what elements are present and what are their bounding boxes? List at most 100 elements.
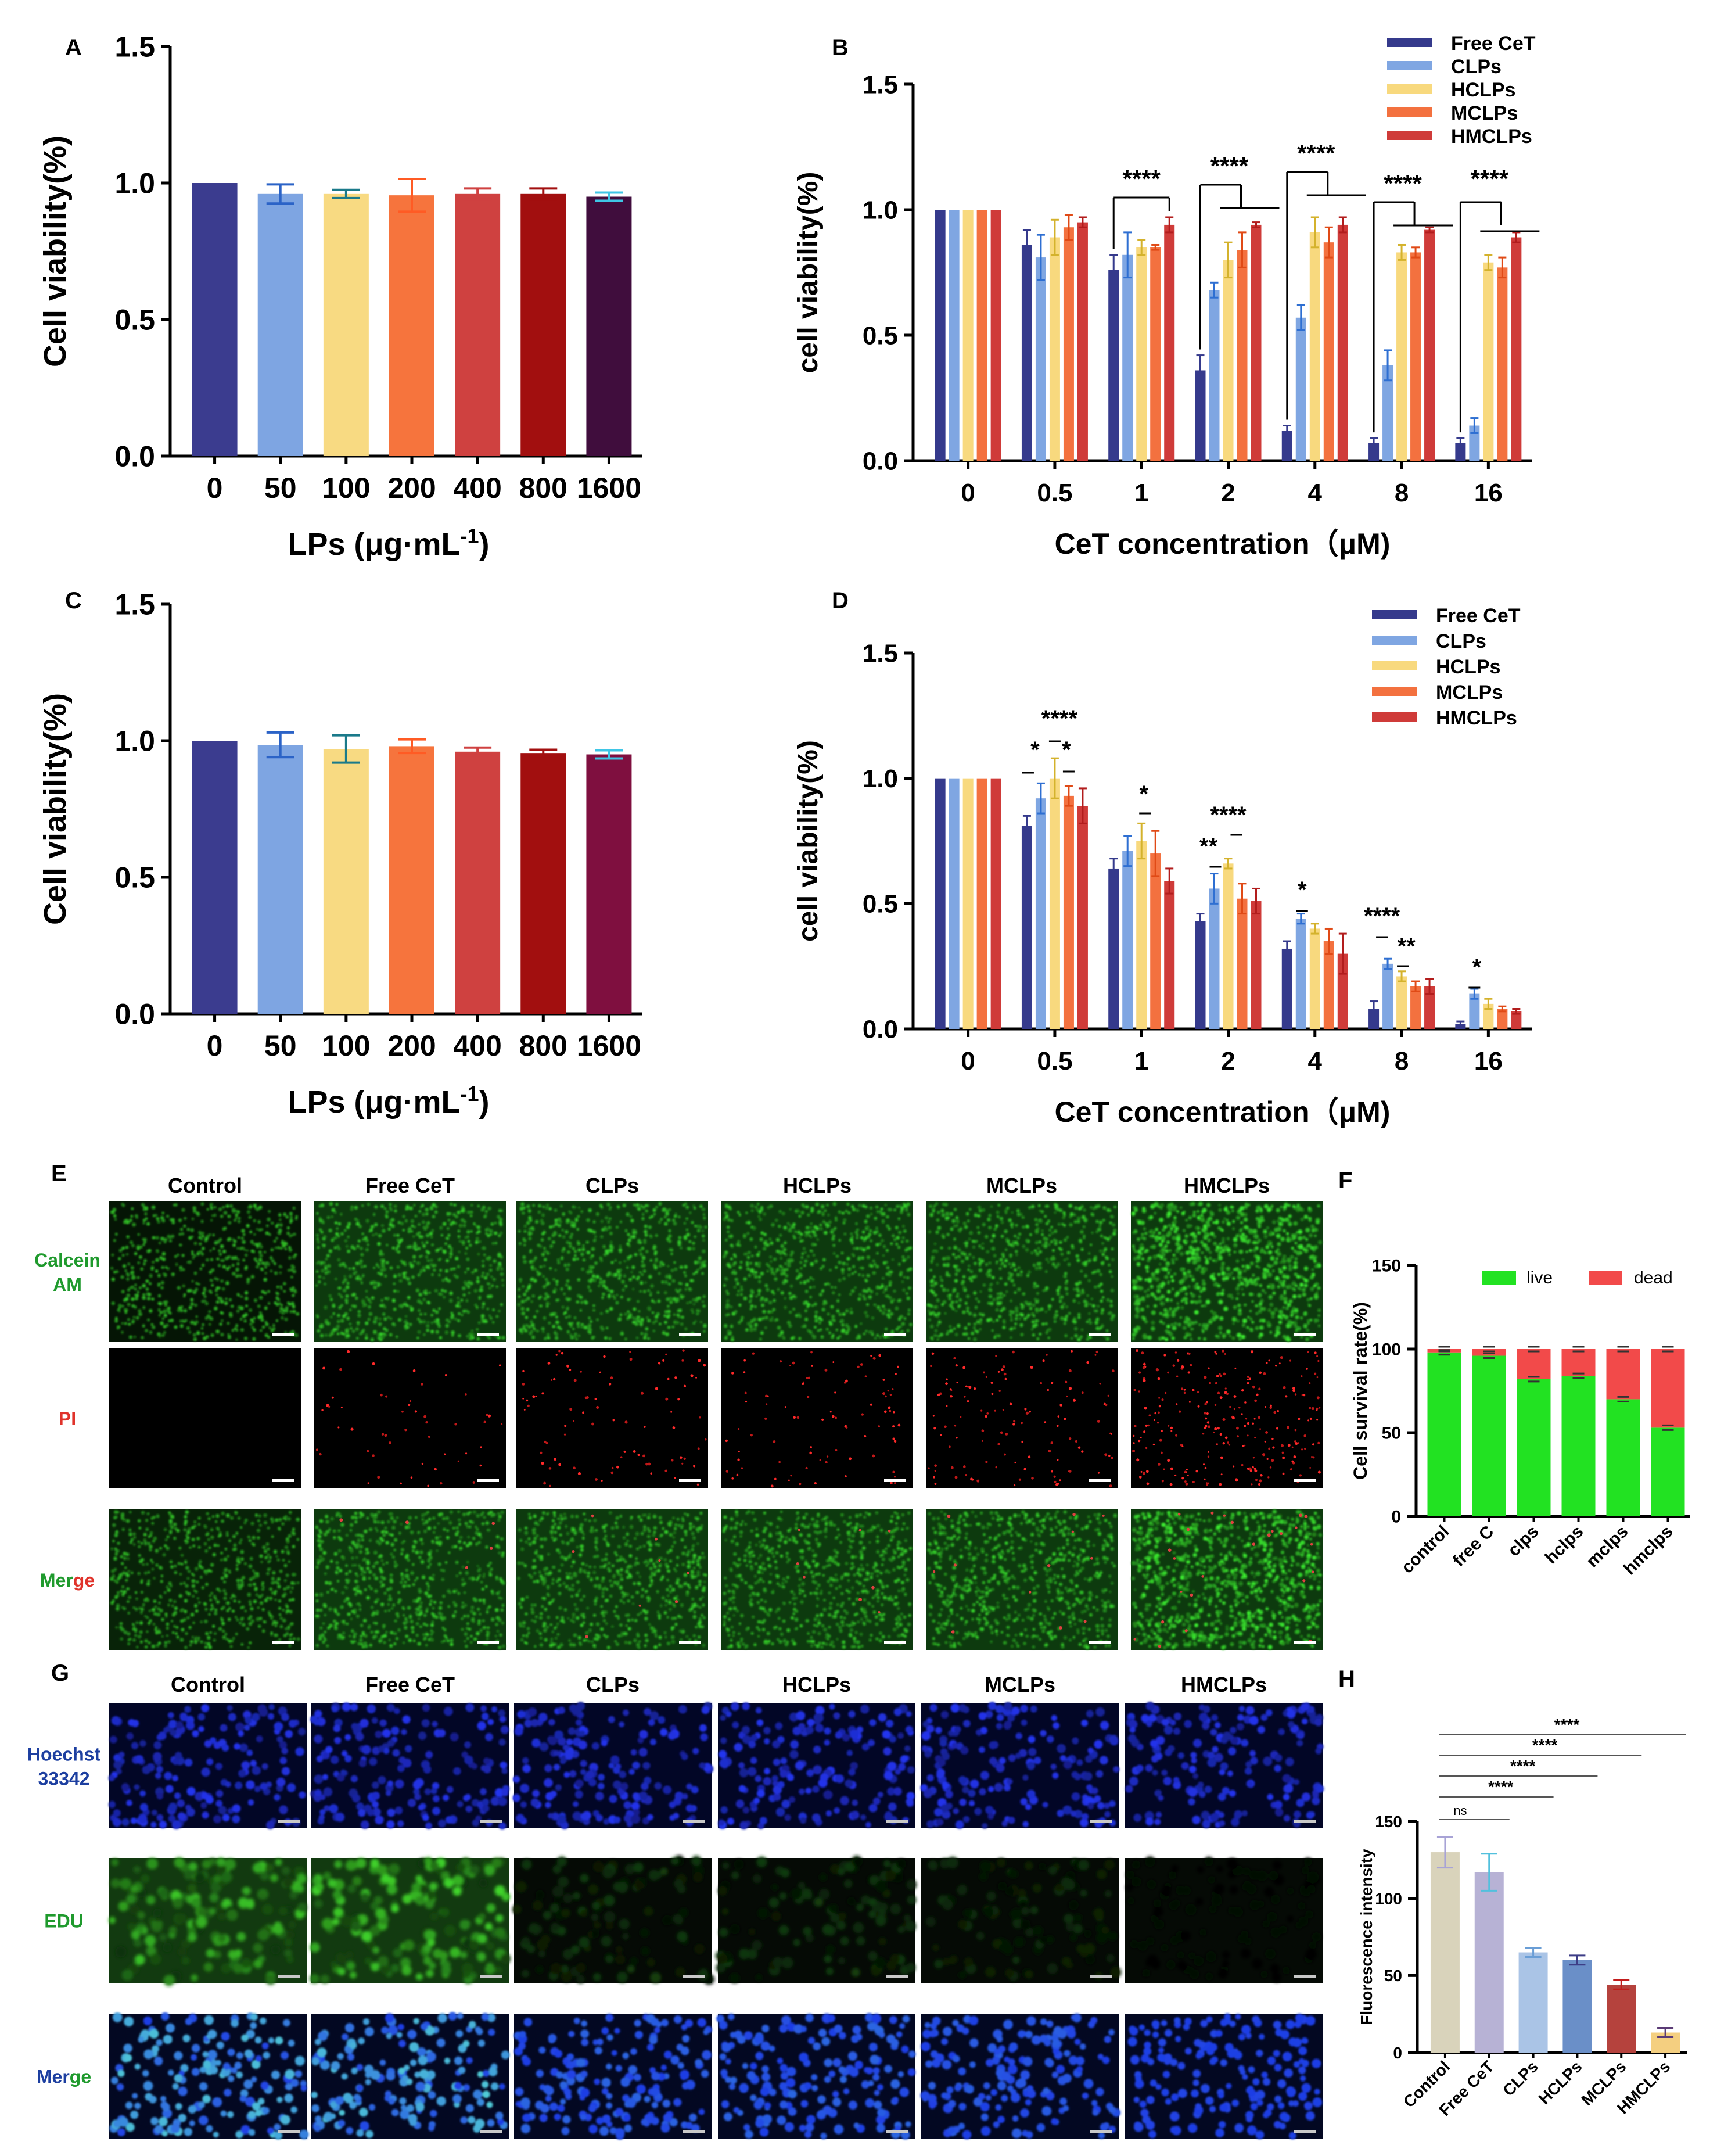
- micrograph-cell: [193, 1254, 197, 1257]
- micrograph-cell: [209, 1316, 213, 1321]
- micrograph-cell: [132, 1638, 136, 1642]
- micrograph-cell: [408, 1404, 411, 1407]
- micrograph-cell: [544, 1440, 547, 1443]
- micrograph-cell: [345, 1329, 349, 1334]
- micrograph-cell: [407, 1230, 411, 1233]
- micrograph-cell: [173, 1522, 177, 1527]
- micrograph-cell: [135, 1316, 139, 1320]
- micrograph-cell: [628, 1255, 631, 1259]
- chart-d-bar-1: [1035, 798, 1046, 1029]
- micrograph-cell: [325, 1581, 329, 1585]
- micrograph-cell: [264, 1251, 267, 1254]
- micrograph-cell: [261, 1587, 265, 1591]
- micrograph-cell: [342, 1636, 345, 1639]
- micrograph-cell: [229, 1516, 234, 1520]
- micrograph-cell: [286, 1231, 290, 1235]
- micrograph-cell: [184, 1609, 188, 1613]
- micrograph-cell: [447, 1279, 451, 1283]
- micrograph-cell: [342, 1281, 345, 1284]
- micrograph-cell: [655, 1206, 658, 1209]
- micrograph-cell: [410, 1264, 414, 1268]
- micrograph-cell: [281, 1522, 285, 1526]
- micrograph-cell: [402, 1229, 405, 1232]
- micrograph-cell: [450, 1638, 454, 1642]
- micrograph-cell: [243, 1521, 247, 1524]
- micrograph-cell: [576, 1616, 580, 1620]
- micrograph-cell: [522, 1285, 525, 1288]
- micrograph-cell: [140, 1581, 143, 1584]
- micrograph-cell: [461, 1628, 464, 1631]
- micrograph-cell: [188, 1330, 192, 1334]
- micrograph-cell: [644, 1610, 648, 1615]
- micrograph-cell: [475, 1224, 477, 1227]
- micrograph-cell: [209, 1594, 211, 1597]
- micrograph-cell: [628, 1565, 633, 1569]
- micrograph-cell: [193, 1640, 198, 1644]
- micrograph-cell: [615, 1516, 619, 1520]
- micrograph-cell: [181, 1305, 184, 1308]
- micrograph-cell: [354, 1217, 357, 1221]
- micrograph-cell: [664, 1562, 669, 1566]
- micrograph-cell: [430, 1321, 433, 1324]
- micrograph-cell: [624, 1285, 628, 1288]
- micrograph-cell: [373, 1330, 377, 1334]
- micrograph-cell: [346, 1622, 349, 1626]
- micrograph-cell: [638, 1604, 641, 1607]
- micrograph-cell: [131, 1270, 135, 1274]
- micrograph-cell: [338, 1305, 342, 1310]
- micrograph-cell: [534, 1603, 537, 1607]
- micrograph-cell: [466, 1267, 470, 1271]
- micrograph-cell: [637, 1454, 640, 1457]
- micrograph-cell: [227, 1555, 229, 1558]
- micrograph-cell: [477, 1541, 481, 1544]
- micrograph-cell: [326, 1264, 331, 1268]
- micrograph-cell: [575, 1593, 579, 1597]
- micrograph-cell: [562, 1581, 566, 1585]
- micrograph-cell: [655, 1542, 658, 1546]
- micrograph-cell: [429, 1599, 433, 1603]
- micrograph-cell: [143, 1538, 146, 1542]
- micrograph-cell: [628, 1554, 633, 1558]
- micrograph-cell: [572, 1257, 576, 1261]
- micrograph-cell: [137, 1634, 142, 1639]
- micrograph-cell: [465, 1393, 467, 1396]
- micrograph-cell: [420, 1560, 425, 1564]
- micrograph-cell: [697, 1573, 700, 1577]
- micrograph-cell: [740, 1319, 743, 1322]
- micrograph-cell: [353, 1587, 357, 1591]
- micrograph-cell: [114, 1568, 117, 1571]
- micrograph-cell: [824, 1231, 828, 1235]
- micrograph-cell: [192, 1206, 197, 1210]
- micrograph-cell: [536, 1554, 541, 1558]
- micrograph-cell: [500, 1272, 504, 1276]
- micrograph-cell: [114, 1319, 118, 1323]
- micrograph-cell: [685, 1217, 688, 1220]
- micrograph-cell: [152, 1325, 156, 1329]
- micrograph-cell: [425, 1225, 429, 1229]
- micrograph-cell: [566, 1250, 570, 1254]
- micrograph-cell: [383, 1207, 387, 1210]
- micrograph-cell: [404, 1219, 408, 1222]
- micrograph-cell: [740, 1288, 743, 1292]
- micrograph-cell: [354, 1520, 358, 1524]
- micrograph-cell: [667, 1310, 671, 1314]
- micrograph-cell: [445, 1237, 448, 1240]
- micrograph-cell: [876, 1333, 879, 1337]
- micrograph-cell: [171, 1515, 174, 1518]
- micrograph-cell: [127, 1600, 130, 1603]
- micrograph-cell: [202, 1323, 204, 1326]
- chart-d-bar-4: [1251, 901, 1262, 1029]
- micrograph-cell: [275, 1237, 278, 1240]
- micrograph-cell: [527, 1209, 531, 1213]
- micrograph-cell: [469, 1214, 473, 1217]
- micrograph-cell: [498, 1590, 501, 1593]
- micrograph-cell: [637, 1300, 640, 1303]
- micrograph-cell: [680, 1603, 684, 1608]
- micrograph-cell: [185, 1534, 189, 1537]
- micrograph-cell: [397, 1244, 400, 1248]
- micrograph-cell: [701, 1625, 705, 1629]
- micrograph-cell: [192, 1574, 195, 1577]
- micrograph-cell: [121, 1246, 125, 1250]
- micrograph-cell: [270, 1633, 273, 1637]
- micrograph-cell: [573, 1573, 577, 1578]
